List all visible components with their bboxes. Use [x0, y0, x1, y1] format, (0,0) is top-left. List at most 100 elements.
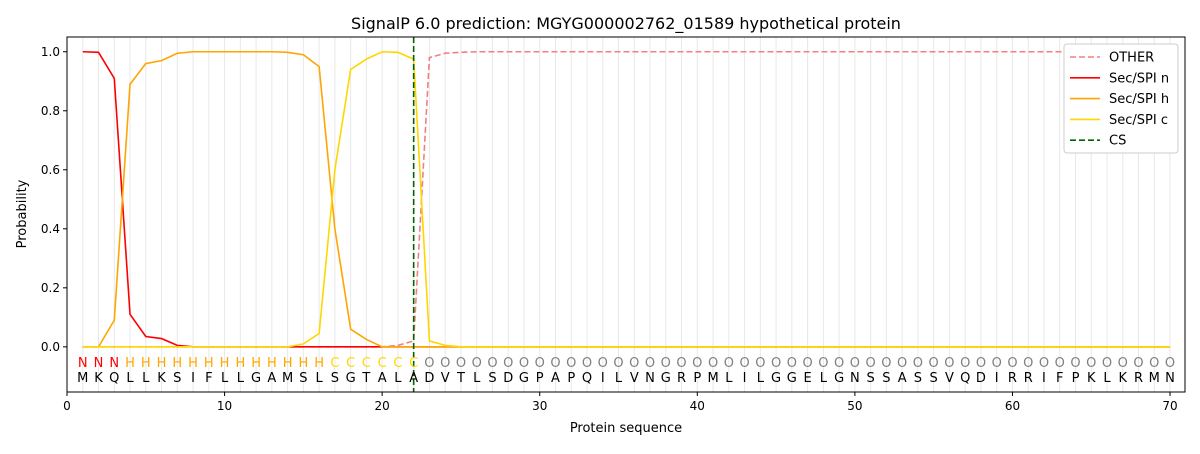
residue-label: R — [1024, 371, 1033, 386]
residue-label: L — [725, 371, 733, 386]
x-tick-label: 70 — [1162, 399, 1177, 413]
residue-label: V — [441, 371, 450, 386]
region-label: O — [960, 356, 970, 371]
region-label: O — [755, 356, 765, 371]
region-label: H — [172, 356, 182, 371]
residue-label: S — [914, 371, 922, 386]
region-label: O — [850, 356, 860, 371]
y-tick-label: 0.0 — [41, 340, 60, 354]
region-label: O — [487, 356, 497, 371]
region-label: O — [976, 356, 986, 371]
legend-box — [1063, 43, 1179, 154]
region-label: O — [1039, 356, 1049, 371]
residue-label: P — [567, 371, 575, 386]
region-label: O — [629, 356, 639, 371]
residue-label: L — [237, 371, 245, 386]
region-label: O — [1118, 356, 1128, 371]
x-tick-label: 10 — [217, 399, 232, 413]
residue-label: A — [267, 371, 276, 386]
region-label: C — [346, 356, 355, 371]
residue-label: G — [771, 371, 781, 386]
region-label: O — [1007, 356, 1017, 371]
residue-label: S — [488, 371, 496, 386]
x-tick-label: 0 — [63, 399, 71, 413]
region-label: H — [251, 356, 261, 371]
region-label: C — [409, 356, 418, 371]
y-tick-label: 0.6 — [41, 163, 60, 177]
x-tick-label: 60 — [1005, 399, 1020, 413]
region-label: H — [188, 356, 198, 371]
region-label: O — [866, 356, 876, 371]
residue-label: G — [661, 371, 671, 386]
residue-label: L — [315, 371, 323, 386]
x-tick-label: 30 — [532, 399, 547, 413]
residue-label: A — [898, 371, 907, 386]
residue-label: K — [94, 371, 103, 386]
residue-label: S — [930, 371, 938, 386]
region-label: O — [739, 356, 749, 371]
legend-label: Sec/SPI c — [1109, 113, 1168, 128]
x-axis-label: Protein sequence — [570, 421, 682, 436]
residue-label: S — [173, 371, 181, 386]
residue-label: M — [77, 371, 88, 386]
residue-label: S — [882, 371, 890, 386]
residue-label: G — [346, 371, 356, 386]
region-label: O — [503, 356, 513, 371]
residue-label: N — [850, 371, 860, 386]
region-label: H — [298, 356, 308, 371]
residue-label: I — [743, 371, 747, 386]
region-label: H — [220, 356, 230, 371]
residue-label: Q — [960, 371, 970, 386]
residue-label: Q — [582, 371, 592, 386]
region-label: O — [1102, 356, 1112, 371]
y-tick-label: 0.2 — [41, 281, 60, 295]
region-label: H — [125, 356, 135, 371]
residue-label: A — [551, 371, 560, 386]
region-label: O — [692, 356, 702, 371]
residue-label: K — [1087, 371, 1096, 386]
residue-label: F — [205, 371, 212, 386]
region-label: H — [314, 356, 324, 371]
region-label: O — [1023, 356, 1033, 371]
region-label: O — [566, 356, 576, 371]
x-tick-label: 40 — [690, 399, 705, 413]
region-label: O — [676, 356, 686, 371]
series-line-sec-spi-n — [82, 50, 1171, 348]
legend-label: OTHER — [1109, 51, 1154, 66]
x-tick-label: 20 — [375, 399, 390, 413]
plot-frame — [66, 36, 1186, 393]
region-label: N — [78, 356, 88, 371]
region-label: H — [204, 356, 214, 371]
residue-label: M — [1149, 371, 1160, 386]
region-label: O — [897, 356, 907, 371]
residue-label: P — [1072, 371, 1080, 386]
residue-label: G — [787, 371, 797, 386]
legend-label: Sec/SPI n — [1109, 71, 1169, 86]
region-label: N — [109, 356, 119, 371]
y-tick-label: 0.8 — [41, 104, 60, 118]
residue-label: I — [191, 371, 195, 386]
x-tick-label: 50 — [847, 399, 862, 413]
residue-label: L — [126, 371, 134, 386]
region-label: O — [913, 356, 923, 371]
region-label: O — [771, 356, 781, 371]
legend-label: CS — [1109, 134, 1126, 149]
region-label: O — [881, 356, 891, 371]
residue-label: L — [1103, 371, 1111, 386]
region-label: O — [1133, 356, 1143, 371]
region-label: O — [456, 356, 466, 371]
residue-label: F — [1056, 371, 1063, 386]
residue-label: L — [757, 371, 765, 386]
region-label: O — [818, 356, 828, 371]
series-line-sec-spi-c — [82, 50, 1171, 348]
residue-label: S — [331, 371, 339, 386]
residue-label: A — [378, 371, 387, 386]
region-label: H — [283, 356, 293, 371]
region-label: H — [141, 356, 151, 371]
region-label: O — [550, 356, 560, 371]
residue-label: V — [630, 371, 639, 386]
residue-label: R — [677, 371, 686, 386]
region-label: O — [535, 356, 545, 371]
residue-label: D — [424, 371, 434, 386]
residue-label: S — [867, 371, 875, 386]
